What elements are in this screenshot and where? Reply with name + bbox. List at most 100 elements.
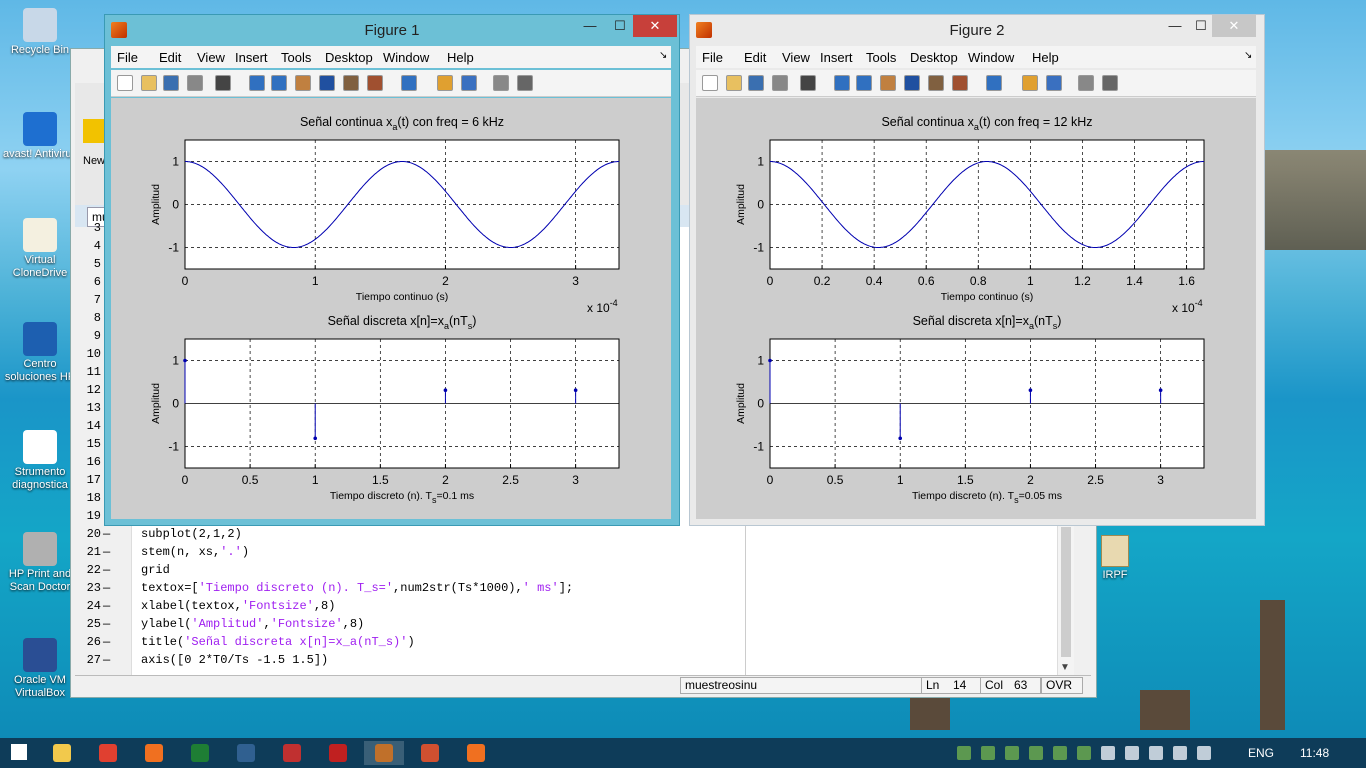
rotate-3d-icon[interactable] <box>319 75 335 91</box>
file-explorer-icon[interactable] <box>42 741 82 765</box>
firefox2-icon[interactable] <box>456 741 496 765</box>
select-pointer-icon[interactable] <box>215 75 231 91</box>
brush-icon[interactable] <box>952 75 968 91</box>
settings-tray-icon[interactable] <box>1077 746 1091 760</box>
breakpoint-dash[interactable]: — <box>103 635 111 649</box>
display-icon[interactable] <box>1101 746 1115 760</box>
desktop-icon[interactable]: Recycle Bin <box>0 8 80 57</box>
clock[interactable]: 11:48 <box>1300 746 1330 760</box>
zoom-out-icon[interactable] <box>856 75 872 91</box>
legend-icon[interactable] <box>461 75 477 91</box>
brush-icon[interactable] <box>367 75 383 91</box>
menu-file[interactable]: File <box>117 50 138 65</box>
desktop-icon[interactable]: HP Print and Scan Doctor <box>0 532 80 594</box>
minimize-button[interactable]: — <box>1168 18 1182 33</box>
close-button[interactable]: ✕ <box>1212 15 1256 37</box>
legend-icon[interactable] <box>1046 75 1062 91</box>
desktop-icon[interactable]: avast! Antivirus <box>0 112 80 161</box>
network-icon[interactable] <box>957 746 971 760</box>
start-icon[interactable] <box>0 741 40 765</box>
signal-icon[interactable] <box>1173 746 1187 760</box>
breakpoint-dash[interactable]: — <box>103 563 111 577</box>
app2-icon[interactable] <box>410 741 450 765</box>
firefox-icon[interactable] <box>134 741 174 765</box>
new-icon[interactable] <box>83 119 107 143</box>
printer-tray-icon[interactable] <box>981 746 995 760</box>
excel-icon[interactable] <box>180 741 220 765</box>
data-cursor-icon[interactable] <box>928 75 944 91</box>
maximize-button[interactable]: ☐ <box>1195 18 1207 33</box>
breakpoint-dash[interactable]: — <box>103 545 111 559</box>
menu-edit[interactable]: Edit <box>159 50 182 65</box>
new-figure-icon[interactable] <box>702 75 718 91</box>
scroll-down-icon[interactable]: ▼ <box>1060 662 1070 673</box>
info-icon[interactable] <box>1005 746 1019 760</box>
desktop-icon[interactable]: Strumento diagnostica <box>0 430 80 492</box>
cloud-icon[interactable] <box>1053 746 1067 760</box>
print-icon[interactable] <box>772 75 788 91</box>
menu-desktop[interactable]: Desktop <box>325 50 373 65</box>
menu-tools[interactable]: Tools <box>281 50 312 65</box>
bluetooth-icon[interactable] <box>1029 746 1043 760</box>
menu-window[interactable]: Window <box>383 50 430 65</box>
colorbar-icon[interactable] <box>437 75 453 91</box>
link-plot-icon[interactable] <box>986 75 1002 91</box>
app-icon[interactable] <box>226 741 266 765</box>
figure-titlebar[interactable]: Figure 2 — ☐ ✕ <box>690 15 1264 45</box>
scroll-thumb[interactable] <box>1061 527 1071 657</box>
menu-dock-arrow-icon[interactable]: ↘ <box>1244 50 1253 61</box>
zoom-in-icon[interactable] <box>249 75 265 91</box>
desktop-icon-irpf[interactable]: IRPF <box>1090 535 1140 581</box>
maximize-button[interactable]: ☐ <box>614 18 626 33</box>
hide-tools-icon[interactable] <box>493 75 509 91</box>
open-file-icon[interactable] <box>726 75 742 91</box>
zoom-out-icon[interactable] <box>271 75 287 91</box>
menu-help[interactable]: Help <box>1032 50 1059 65</box>
matlab-icon[interactable] <box>364 741 404 765</box>
hide-tools-icon[interactable] <box>1078 75 1094 91</box>
menu-dock-arrow-icon[interactable]: ↘ <box>659 50 668 61</box>
breakpoint-dash[interactable]: — <box>103 599 111 613</box>
chrome-icon[interactable] <box>88 741 128 765</box>
menu-window[interactable]: Window <box>968 50 1015 65</box>
show-tools-icon[interactable] <box>517 75 533 91</box>
menu-file[interactable]: File <box>702 50 723 65</box>
save-icon[interactable] <box>163 75 179 91</box>
data-cursor-icon[interactable] <box>343 75 359 91</box>
volume-icon[interactable] <box>1197 746 1211 760</box>
link-plot-icon[interactable] <box>401 75 417 91</box>
desktop-icon[interactable]: Oracle VM VirtualBox <box>0 638 80 700</box>
menu-edit[interactable]: Edit <box>744 50 767 65</box>
flag-icon[interactable] <box>1125 746 1139 760</box>
colorbar-icon[interactable] <box>1022 75 1038 91</box>
breakpoint-dash[interactable]: — <box>103 527 111 541</box>
menu-insert[interactable]: Insert <box>235 50 268 65</box>
breakpoint-dash[interactable]: — <box>103 653 111 667</box>
menu-view[interactable]: View <box>197 50 225 65</box>
acrobat-icon[interactable] <box>318 741 358 765</box>
breakpoint-dash[interactable]: — <box>103 581 111 595</box>
print-icon[interactable] <box>187 75 203 91</box>
toolbox-icon[interactable] <box>272 741 312 765</box>
pan-hand-icon[interactable] <box>880 75 896 91</box>
open-file-icon[interactable] <box>141 75 157 91</box>
figure-titlebar[interactable]: Figure 1 — ☐ ✕ <box>105 15 679 45</box>
rotate-3d-icon[interactable] <box>904 75 920 91</box>
menu-tools[interactable]: Tools <box>866 50 897 65</box>
menu-insert[interactable]: Insert <box>820 50 853 65</box>
close-button[interactable]: ✕ <box>633 15 677 37</box>
menu-help[interactable]: Help <box>447 50 474 65</box>
language-indicator[interactable]: ENG <box>1248 746 1275 760</box>
pan-hand-icon[interactable] <box>295 75 311 91</box>
breakpoint-dash[interactable]: — <box>103 617 111 631</box>
menu-desktop[interactable]: Desktop <box>910 50 958 65</box>
select-pointer-icon[interactable] <box>800 75 816 91</box>
menu-view[interactable]: View <box>782 50 810 65</box>
desktop-icon[interactable]: Virtual CloneDrive <box>0 218 80 280</box>
save-icon[interactable] <box>748 75 764 91</box>
zoom-in-icon[interactable] <box>834 75 850 91</box>
minimize-button[interactable]: — <box>583 18 597 33</box>
new-figure-icon[interactable] <box>117 75 133 91</box>
new-button-label[interactable]: New <box>83 155 106 167</box>
battery-icon[interactable] <box>1149 746 1163 760</box>
